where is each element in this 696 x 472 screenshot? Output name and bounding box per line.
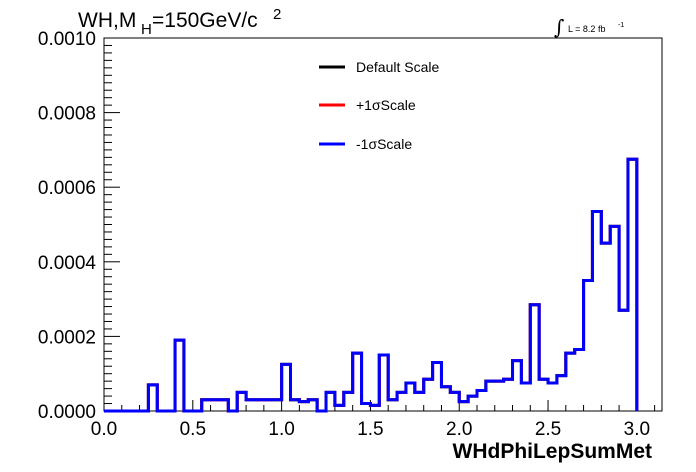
title-rest: =150GeV/c bbox=[152, 9, 258, 32]
legend: Default Scale +1σScale -1σScale bbox=[319, 59, 439, 152]
lumi-text: L = 8.2 fb bbox=[568, 24, 605, 34]
y-tick-label: 0.0006 bbox=[38, 178, 96, 199]
legend-label: -1σScale bbox=[356, 136, 412, 152]
legend-label: Default Scale bbox=[356, 59, 439, 75]
integral-sign: ∫ bbox=[554, 15, 564, 39]
legend-label: +1σScale bbox=[356, 97, 416, 113]
x-tick-label: 0.5 bbox=[180, 419, 206, 440]
title-subscript: H bbox=[141, 21, 152, 38]
x-tick-label: 2.5 bbox=[535, 419, 561, 440]
luminosity-label: ∫ L = 8.2 fb -1 bbox=[554, 15, 624, 39]
x-tick-label: 3.0 bbox=[624, 419, 650, 440]
lumi-superscript: -1 bbox=[618, 22, 624, 29]
series-layer bbox=[104, 157, 639, 413]
axis-ticks: 0.0 0.5 1.0 1.5 2.0 2.5 3.0 0.0000 0.0002 0.0004 0… bbox=[38, 29, 656, 440]
y-tick-label: 0.0010 bbox=[38, 29, 96, 50]
x-axis-title: WHdPhiLepSumMet bbox=[453, 440, 653, 463]
x-tick-label: 1.0 bbox=[268, 419, 294, 440]
series-line-3 bbox=[104, 157, 639, 413]
title: WH,M H =150GeV/c 2 bbox=[78, 6, 281, 38]
y-tick-label: 0.0002 bbox=[38, 327, 96, 348]
y-tick-label: 0.0000 bbox=[38, 402, 96, 423]
title-main: WH,M bbox=[78, 9, 136, 32]
x-tick-label: 2.0 bbox=[446, 419, 472, 440]
x-tick-label: 0.0 bbox=[91, 419, 117, 440]
y-tick-label: 0.0008 bbox=[38, 104, 96, 125]
x-tick-label: 1.5 bbox=[357, 419, 383, 440]
title-superscript: 2 bbox=[273, 6, 281, 23]
y-tick-label: 0.0004 bbox=[38, 253, 97, 274]
